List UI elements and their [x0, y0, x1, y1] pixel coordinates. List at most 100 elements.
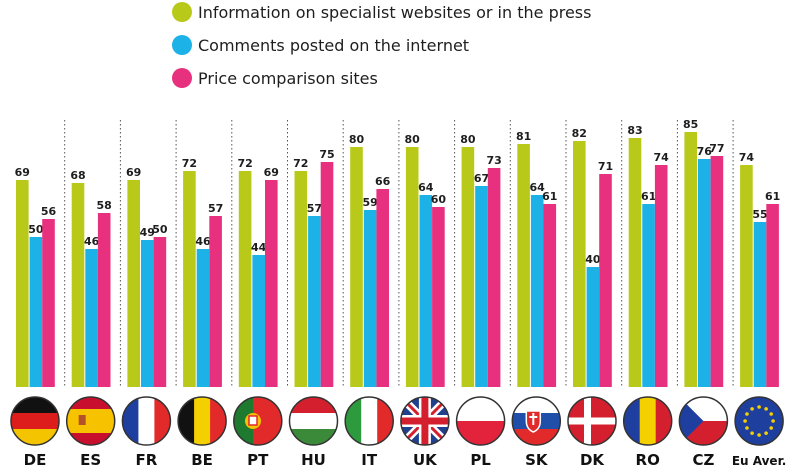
data-label: 55 [752, 208, 767, 221]
bar-dk-s1 [573, 141, 586, 387]
bar-be-s1 [183, 171, 196, 387]
bar-de-s3 [42, 219, 55, 387]
data-label: 80 [460, 133, 476, 146]
bar-uk-s1 [405, 147, 419, 387]
bar-ro-s3 [654, 165, 668, 387]
data-label: 46 [195, 235, 211, 248]
bar-pl-s2 [475, 186, 488, 387]
bar-fr-s2 [141, 240, 154, 387]
bar-be-s2 [196, 249, 210, 387]
bar-be-s3 [209, 216, 222, 387]
category-label: PL [470, 451, 491, 469]
legend-marker-1 [172, 2, 192, 22]
data-label: 66 [375, 175, 391, 188]
category-label: Eu Aver. [732, 454, 787, 468]
category-label: PT [247, 451, 269, 469]
data-label: 59 [362, 196, 377, 209]
bar-euaver-s1 [740, 165, 753, 387]
data-label: 85 [683, 118, 698, 131]
data-label: 82 [572, 127, 587, 140]
category-labels: DE ES FR BE PT HU IT UK PL SK DK RO CZ Eu Aver. [24, 451, 787, 469]
category-label: ES [80, 451, 101, 469]
category-label: FR [136, 451, 158, 469]
data-label: 81 [516, 130, 531, 143]
uk-flag-icon [400, 396, 450, 446]
legend: Information on specialist websites or in… [172, 2, 591, 88]
eu-flag-icon [734, 396, 784, 446]
data-label: 72 [182, 157, 197, 170]
slovakia-flag-icon [511, 396, 562, 446]
bar-hu-s2 [308, 216, 321, 387]
poland-flag-icon [455, 396, 506, 446]
data-label: 74 [654, 151, 670, 164]
data-label: 64 [530, 181, 546, 194]
bar-hu-s1 [294, 171, 308, 387]
bar-dk-s2 [586, 267, 600, 387]
bar-it-s1 [350, 147, 363, 387]
data-label: 61 [641, 190, 656, 203]
data-label: 56 [41, 205, 57, 218]
category-label: BE [191, 451, 213, 469]
data-label: 67 [474, 172, 489, 185]
data-label: 74 [739, 151, 755, 164]
data-label: 69 [126, 166, 141, 179]
bar-sk-s3 [543, 204, 557, 387]
bar-de-s2 [29, 237, 43, 387]
data-label: 50 [28, 223, 44, 236]
legend-label-3: Price comparison sites [198, 69, 378, 88]
category-label: CZ [692, 451, 714, 469]
spain-flag-icon [65, 396, 116, 446]
bar-pt-s2 [252, 255, 265, 387]
bar-ro-s1 [628, 138, 642, 387]
data-label: 72 [293, 157, 308, 170]
bar-uk-s2 [419, 195, 433, 387]
category-label: IT [361, 451, 378, 469]
data-label: 68 [70, 169, 85, 182]
data-label: 44 [251, 241, 267, 254]
data-label: 61 [542, 190, 557, 203]
data-label: 72 [237, 157, 252, 170]
data-label: 80 [405, 133, 421, 146]
data-label: 73 [486, 154, 501, 167]
bar-fr-s1 [127, 180, 140, 387]
category-label: UK [413, 451, 438, 469]
data-label: 46 [84, 235, 100, 248]
data-label: 58 [97, 199, 112, 212]
bars: 6950566846586949507246577244697257758059… [15, 118, 780, 387]
bar-de-s1 [16, 180, 29, 387]
hungary-flag-icon [288, 396, 339, 446]
category-label: RO [636, 451, 660, 469]
bar-pl-s3 [487, 168, 501, 387]
data-label: 69 [264, 166, 279, 179]
legend-label-2: Comments posted on the internet [198, 36, 469, 55]
bar-cz-s3 [710, 156, 724, 387]
bar-pl-s1 [461, 147, 475, 387]
category-label: DK [580, 451, 605, 469]
czech-flag-icon [678, 396, 729, 446]
bar-pt-s3 [265, 180, 278, 387]
portugal-flag-icon [233, 396, 283, 446]
flags [10, 396, 784, 446]
bar-sk-s1 [517, 144, 530, 387]
bar-euaver-s2 [753, 222, 767, 387]
bar-sk-s2 [530, 195, 544, 387]
data-label: 60 [431, 193, 447, 206]
bar-cz-s2 [698, 159, 711, 387]
bar-fr-s3 [153, 237, 167, 387]
data-label: 64 [418, 181, 434, 194]
denmark-flag-icon [567, 396, 617, 446]
germany-flag-icon [10, 396, 60, 446]
data-label: 71 [598, 160, 613, 173]
romania-flag-icon [622, 396, 673, 446]
bar-hu-s3 [320, 162, 334, 387]
bar-es-s3 [97, 213, 111, 387]
data-label: 49 [140, 226, 155, 239]
data-label: 80 [349, 133, 365, 146]
data-label: 76 [697, 145, 713, 158]
bar-es-s2 [85, 249, 98, 387]
data-label: 57 [208, 202, 223, 215]
bar-es-s1 [71, 183, 85, 387]
bar-ro-s2 [642, 204, 655, 387]
data-label: 57 [307, 202, 322, 215]
